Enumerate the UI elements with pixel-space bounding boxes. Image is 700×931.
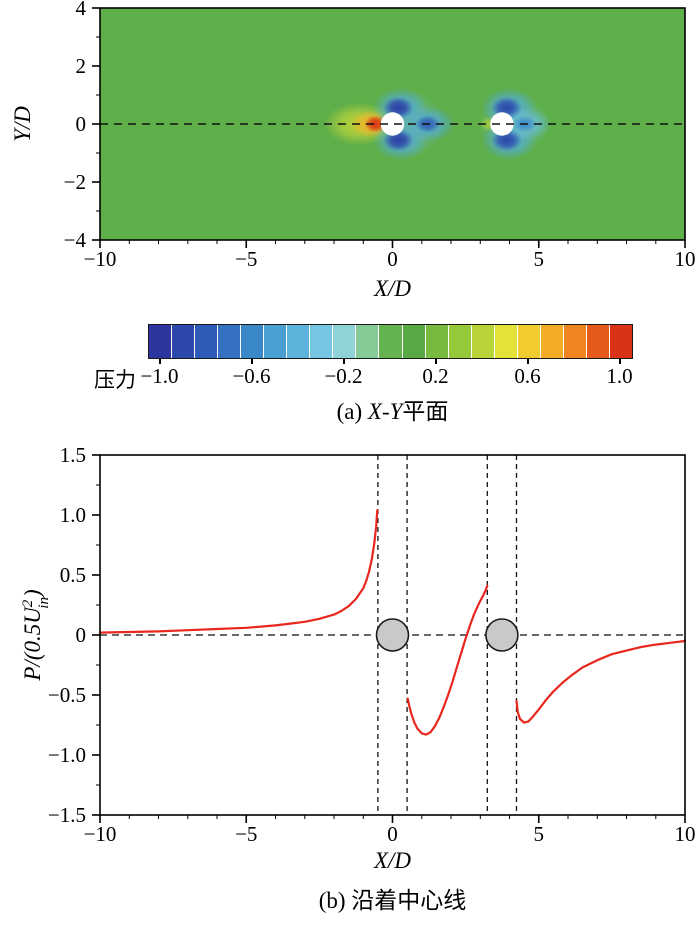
cylinder-symbol-1: [375, 618, 410, 652]
pressure-curve-segment-2: [406, 584, 489, 736]
colorbar-segment: [540, 325, 563, 358]
colorbar-segment: [609, 325, 632, 358]
x-tick-label-a: −10: [84, 247, 117, 271]
x-tick-label-a: −5: [235, 247, 257, 271]
cylinder-2: [490, 112, 514, 136]
y-axis-label-b: P/(0.5U2in): [20, 589, 52, 681]
colorbar-gradient-bar: [148, 324, 633, 359]
colorbar-segment: [356, 325, 379, 358]
colorbar-segment: [264, 325, 287, 358]
colorbar-tick-label: 1.0: [606, 364, 633, 388]
colorbar-segment: [471, 325, 494, 358]
y-tick-label-b: 0: [76, 623, 87, 647]
colorbar-tick-label: 0.6: [514, 364, 541, 388]
x-axis-label-b: X/D: [373, 848, 411, 873]
x-tick-label-b: −5: [235, 822, 257, 846]
centerline-pressure-plot: −10 −5 0 5 10 1.5 1.0 0.5 0 −0.5 −1.0 −1.5 X/D P/(0.5…: [20, 443, 696, 873]
y-tick-label-b: 1.0: [60, 503, 86, 527]
colorbar-tick-mark: [526, 359, 529, 364]
y-tick-label-b: 0.5: [60, 563, 86, 587]
colorbar-segment: [563, 325, 586, 358]
colorbar-segment: [195, 325, 218, 358]
caption-a-suffix: 平面: [402, 399, 449, 424]
x-tick-label-b: 5: [534, 822, 545, 846]
colorbar-segment: [494, 325, 517, 358]
y-tick-label-a: 2: [76, 54, 87, 78]
caption-panel-a: (a) X-Y平面: [0, 395, 700, 431]
y-tick-label-b: −1.0: [48, 743, 86, 767]
colorbar-segment: [379, 325, 402, 358]
y-tick-label-a: −2: [64, 170, 86, 194]
y-tick-label-a: 4: [76, 0, 87, 20]
y-tick-label-a: 0: [76, 112, 87, 136]
colorbar-tick-mark: [250, 359, 253, 364]
colorbar-label: 压力: [94, 368, 136, 392]
colorbar-segment: [425, 325, 448, 358]
colorbar-segment: [586, 325, 609, 358]
cylinder-symbol-2: [485, 618, 519, 652]
colorbar-tick-mark: [618, 359, 621, 364]
y-tick-label-b: −0.5: [48, 683, 86, 707]
caption-a-prefix: (a): [336, 399, 368, 424]
colorbar-tick-label: 0.2: [422, 364, 449, 388]
colorbar-segment: [310, 325, 333, 358]
x-tick-label-b: 0: [387, 822, 398, 846]
colorbar-segment: [172, 325, 195, 358]
colorbar-segment: [402, 325, 425, 358]
caption-panel-b: (b) 沿着中心线: [0, 886, 700, 926]
x-tick-label-a: 0: [387, 247, 398, 271]
colorbar-tick-mark: [434, 359, 437, 364]
colorbar-tick-mark: [158, 359, 161, 364]
x-tick-label-a: 5: [534, 247, 545, 271]
y-tick-label-b: 1.5: [60, 443, 86, 467]
colorbar-tick-label: −0.2: [324, 364, 363, 388]
caption-b-prefix: (b): [318, 888, 352, 913]
x-tick-label-a: 10: [675, 247, 696, 271]
cylinder-1: [380, 112, 405, 136]
colorbar-segment: [241, 325, 264, 358]
colorbar: 压力 −1.0 −0.6 −0.2 0.2 0.6 1.0: [0, 300, 700, 395]
y-axis-label-a: Y/D: [10, 106, 35, 142]
x-tick-label-b: −10: [84, 822, 117, 846]
colorbar-segment: [149, 325, 172, 358]
colorbar-segment: [218, 325, 241, 358]
pressure-curve-segment-1: [98, 509, 379, 634]
caption-b-suffix: 沿着中心线: [351, 888, 467, 913]
colorbar-segment: [287, 325, 310, 358]
colorbar-segment: [517, 325, 540, 358]
caption-a-italic: X-Y: [367, 399, 403, 424]
pressure-curve-segment-3: [515, 639, 687, 724]
colorbar-tick-label: −1.0: [140, 364, 179, 388]
colorbar-tick-mark: [342, 359, 345, 364]
colorbar-tick-label: −0.6: [232, 364, 271, 388]
contour-plot-xy-plane: −10 −5 0 5 10 4 2 0 −2 −4 X/D Y/D: [10, 0, 696, 300]
y-tick-label-b: −1.5: [48, 803, 86, 827]
x-tick-label-b: 10: [675, 822, 696, 846]
colorbar-segment: [448, 325, 471, 358]
x-axis-label-a: X/D: [373, 276, 411, 300]
y-tick-label-a: −4: [64, 228, 87, 252]
colorbar-segment: [333, 325, 356, 358]
